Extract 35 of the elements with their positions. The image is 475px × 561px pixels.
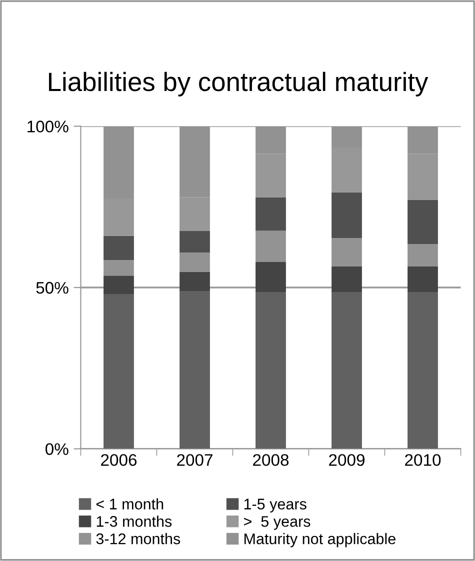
bar (256, 262, 286, 292)
x-tick-label: 2007 (177, 454, 212, 466)
legend-label: > 5 years (244, 516, 310, 530)
bar (180, 272, 210, 292)
legend-label: Maturity not applicable (244, 533, 396, 548)
bar (104, 260, 134, 276)
bar (256, 292, 286, 449)
legend-label: 1-5 years (244, 498, 306, 512)
y-tick-label: 100% (28, 120, 68, 132)
bar (104, 276, 134, 294)
legend-label: 3-12 months (96, 533, 180, 544)
bar (180, 252, 210, 272)
x-tick-label: 2008 (253, 454, 289, 466)
x-tick-label: 2010 (405, 454, 441, 466)
bar (256, 230, 286, 262)
legend-label: 1-3 months (96, 516, 172, 527)
bar (180, 291, 210, 449)
y-tick-label: 50% (36, 282, 68, 294)
bar (332, 238, 362, 267)
bar (332, 266, 362, 292)
x-tick-label: 2006 (101, 454, 137, 466)
y-tick-label: 0% (46, 443, 68, 456)
bar (104, 294, 134, 449)
bar (104, 236, 134, 260)
bar (408, 266, 438, 292)
bar (408, 292, 438, 449)
bar (332, 292, 362, 449)
bar (180, 230, 210, 253)
bar (408, 244, 438, 267)
chart-title: Liabilities by contractual maturity (49, 72, 428, 96)
x-tick-label: 2009 (329, 454, 364, 466)
legend-label: < 1 month (96, 498, 164, 510)
bar (332, 192, 362, 238)
bar (256, 197, 286, 231)
bar (408, 200, 438, 244)
